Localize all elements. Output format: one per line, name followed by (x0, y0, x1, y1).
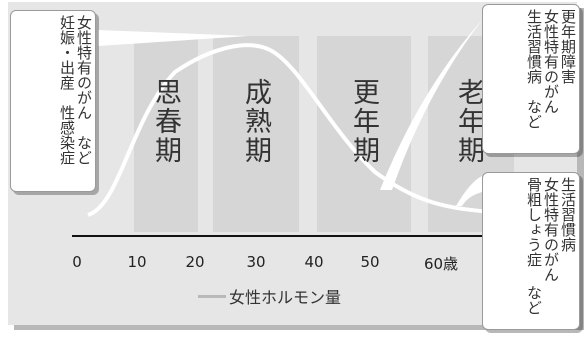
callout-left-line-2: 妊娠・出産 性感染症 (58, 15, 76, 165)
callout-pointer-top-right (380, 20, 482, 190)
callout-bottom-right: 生活習慣病 女性特有のがん 骨粗しょう症 など (482, 172, 580, 330)
stage-label-menopause: 更年期 (348, 78, 379, 165)
age-tick-30: 30 (246, 253, 266, 271)
stage-band-menopause (317, 36, 411, 232)
stage-band-maturity (213, 36, 299, 232)
age-tick-20: 20 (185, 253, 205, 271)
callout-top-right: 更年期障害 女性特有のがん 生活習慣病 など (482, 4, 580, 154)
callout-left-line-1: 女性特有のがん など (75, 15, 93, 165)
stage-label-puberty: 思春期 (150, 78, 181, 165)
callout-bottom-right-line-3: 骨粗しょう症 など (525, 177, 543, 315)
age-tick-0: 0 (72, 253, 82, 271)
callout-left: 女性特有のがん など 妊娠・出産 性感染症 (10, 10, 96, 192)
callout-bottom-right-line-2: 女性特有のがん (542, 177, 560, 282)
age-tick-10: 10 (127, 253, 147, 271)
stage-band-puberty (134, 36, 198, 232)
hormone-curve (87, 43, 491, 217)
callout-top-right-line-3: 生活習慣病 など (525, 9, 543, 129)
legend: 女性ホルモン量 (198, 284, 341, 308)
callout-pointer-left (98, 30, 248, 46)
age-tick-50: 50 (360, 253, 380, 271)
legend-line-swatch (198, 294, 226, 298)
callout-pointer-bottom-right (456, 176, 482, 206)
legend-label: 女性ホルモン量 (229, 288, 342, 307)
stage-label-maturity: 成熟期 (240, 78, 271, 165)
callout-bottom-right-line-1: 生活習慣病 (559, 177, 577, 252)
age-tick-60: 60歳 (423, 255, 459, 273)
callout-top-right-line-1: 更年期障害 (559, 9, 577, 84)
age-tick-40: 40 (304, 253, 324, 271)
stage-label-senior: 老年期 (453, 78, 484, 165)
callout-top-right-line-2: 女性特有のがん (542, 9, 560, 114)
